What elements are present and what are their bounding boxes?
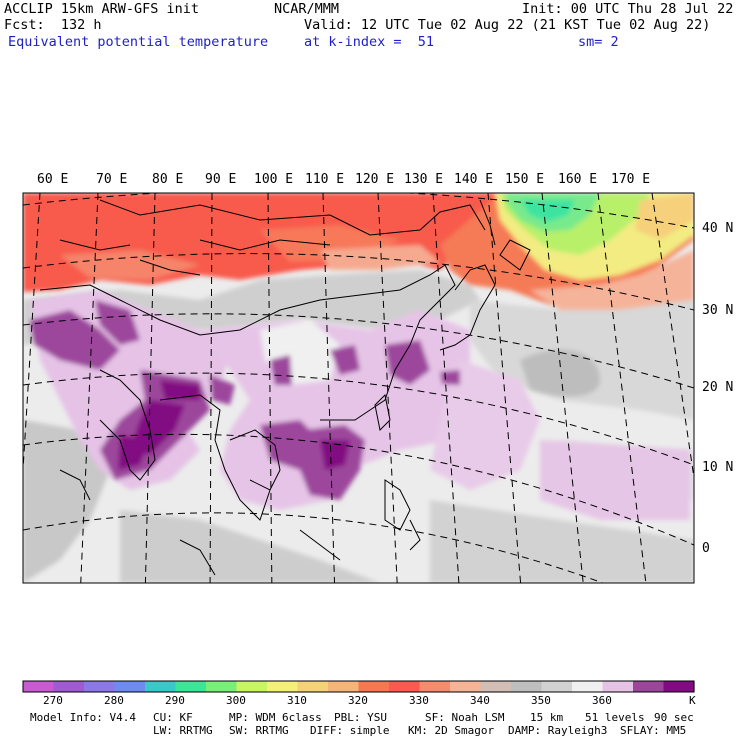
longitude-lines: [23, 193, 694, 583]
colorbar-swatch: [206, 681, 238, 692]
colorbar-swatch: [114, 681, 146, 692]
lon-label: 60 E: [37, 172, 69, 187]
colorbar-swatch: [541, 681, 573, 692]
smoothing-label: sm= 2: [578, 34, 619, 50]
colorbar-swatch: [572, 681, 604, 692]
colorbar-swatch: [419, 681, 451, 692]
colorbar-swatch: [511, 681, 543, 692]
footer-diff: DIFF: simple: [310, 724, 390, 737]
colorbar-frame: [22, 680, 695, 693]
lon-label: 130 E: [404, 172, 444, 187]
footer-lw: LW: RRTMG: [153, 724, 213, 737]
colorbar-swatch: [328, 681, 360, 692]
init-time: Init: 00 UTC Thu 28 Jul 22: [522, 1, 734, 17]
lat-label: 30 N: [702, 303, 734, 318]
valid-time: Valid: 12 UTC Tue 02 Aug 22 (21 KST Tue …: [304, 17, 711, 33]
lon-label: 170 E: [611, 172, 651, 187]
latitude-lines: [23, 193, 694, 583]
lon-label: 100 E: [254, 172, 294, 187]
footer-sf: SF: Noah LSM: [425, 711, 505, 724]
lat-label: 20 N: [702, 380, 734, 395]
colorbar-swatch: [663, 681, 695, 692]
lon-label: 70 E: [96, 172, 128, 187]
colorbar-swatch: [236, 681, 268, 692]
colorbar-swatch: [297, 681, 329, 692]
colorbar-swatch: [84, 681, 116, 692]
map-frame: [22, 192, 695, 584]
model-title: ACCLIP 15km ARW-GFS init: [4, 1, 200, 17]
lat-label: 40 N: [702, 221, 734, 236]
footer-resolution: 15 km: [530, 711, 564, 724]
colorbar-tick-label: 280: [104, 694, 124, 707]
lat-label: 10 N: [702, 460, 734, 475]
colorbar-tick-label: 290: [165, 694, 185, 707]
colorbar-tick-label: 360: [592, 694, 612, 707]
colorbar-swatch: [633, 681, 665, 692]
level-index: at k-index = 51: [304, 34, 435, 50]
colorbar-swatch: [450, 681, 482, 692]
footer-pbl: PBL: YSU: [334, 711, 387, 724]
colorbar-swatch: [175, 681, 207, 692]
colorbar-swatch: [23, 681, 55, 692]
colorbar-swatch: [602, 681, 634, 692]
lon-label: 140 E: [454, 172, 494, 187]
footer-sw: SW: RRTMG: [229, 724, 289, 737]
footer-model-info: Model Info: V4.4: [30, 711, 136, 724]
footer-mp: MP: WDM 6class: [229, 711, 322, 724]
footer-cu: CU: KF: [153, 711, 193, 724]
colorbar-swatch: [358, 681, 390, 692]
forecast-hour: Fcst: 132 h: [4, 17, 102, 33]
lon-label: 150 E: [505, 172, 545, 187]
footer-km: KM: 2D Smagor: [408, 724, 495, 737]
colorbar-swatch: [53, 681, 85, 692]
colorbar-tick-label: 330: [409, 694, 429, 707]
colorbar-tick-label: 300: [226, 694, 246, 707]
footer-sflay: SFLAY: MM5: [620, 724, 687, 737]
colorbar-swatch: [389, 681, 421, 692]
colorbar-tick-label: 350: [531, 694, 551, 707]
lon-label: 80 E: [152, 172, 184, 187]
colorbar-tick-label: 310: [287, 694, 307, 707]
org-label: NCAR/MMM: [274, 1, 340, 17]
footer-levels: 51 levels: [585, 711, 645, 724]
footer-damp: DAMP: Rayleigh3: [508, 724, 608, 737]
colorbar-swatch: [267, 681, 299, 692]
lon-label: 90 E: [205, 172, 237, 187]
colorbar-unit: K: [689, 694, 696, 707]
colorbar-tick-label: 320: [348, 694, 368, 707]
colorbar-tick-label: 340: [470, 694, 490, 707]
colorbar-swatch: [145, 681, 177, 692]
coastlines: [39, 199, 531, 576]
lat-label: 0: [702, 541, 710, 556]
lon-label: 120 E: [355, 172, 395, 187]
lon-label: 110 E: [305, 172, 345, 187]
footer-timestep: 90 sec: [654, 711, 694, 724]
lon-label: 160 E: [558, 172, 598, 187]
colorbar-tick-label: 270: [43, 694, 63, 707]
colorbar-swatch: [480, 681, 512, 692]
field-name: Equivalent potential temperature: [8, 34, 269, 50]
